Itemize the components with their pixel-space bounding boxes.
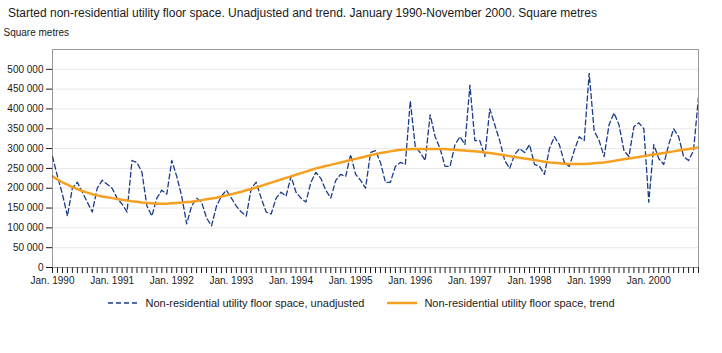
svg-text:250 000: 250 000 [7, 163, 44, 174]
svg-text:Square metres: Square metres [4, 27, 70, 38]
html-text:Non-residential utility floor: Non-residential utility floor space, una… [145, 297, 365, 309]
svg-text:Jan. 1990: Jan. 1990 [31, 275, 75, 286]
svg-text:300 000: 300 000 [7, 143, 44, 154]
svg-text:50 000: 50 000 [13, 242, 44, 253]
svg-text:450 000: 450 000 [7, 83, 44, 94]
svg-text:400 000: 400 000 [7, 103, 44, 114]
svg-text:Jan. 2000: Jan. 2000 [627, 275, 671, 286]
svg-text:500 000: 500 000 [7, 64, 44, 75]
svg-text:Jan. 1998: Jan. 1998 [508, 275, 552, 286]
svg-text:Jan. 1997: Jan. 1997 [448, 275, 492, 286]
html-text:Non-residential utility floor: Non-residential utility floor space, tre… [424, 297, 615, 309]
svg-text:150 000: 150 000 [7, 202, 44, 213]
svg-text:Jan. 1994: Jan. 1994 [269, 275, 313, 286]
svg-text:Jan. 1993: Jan. 1993 [209, 275, 253, 286]
svg-text:Jan. 1992: Jan. 1992 [150, 275, 194, 286]
svg-text:Jan. 1996: Jan. 1996 [388, 275, 432, 286]
svg-text:200 000: 200 000 [7, 182, 44, 193]
svg-text:Jan. 1995: Jan. 1995 [329, 275, 373, 286]
svg-text:100 000: 100 000 [7, 222, 44, 233]
svg-text:Jan. 1999: Jan. 1999 [567, 275, 611, 286]
html-text:Started non-residential utilit: Started non-residential utility floor sp… [8, 6, 597, 20]
svg-text:Jan. 1991: Jan. 1991 [90, 275, 134, 286]
svg-text:0: 0 [38, 262, 44, 273]
svg-text:350 000: 350 000 [7, 123, 44, 134]
